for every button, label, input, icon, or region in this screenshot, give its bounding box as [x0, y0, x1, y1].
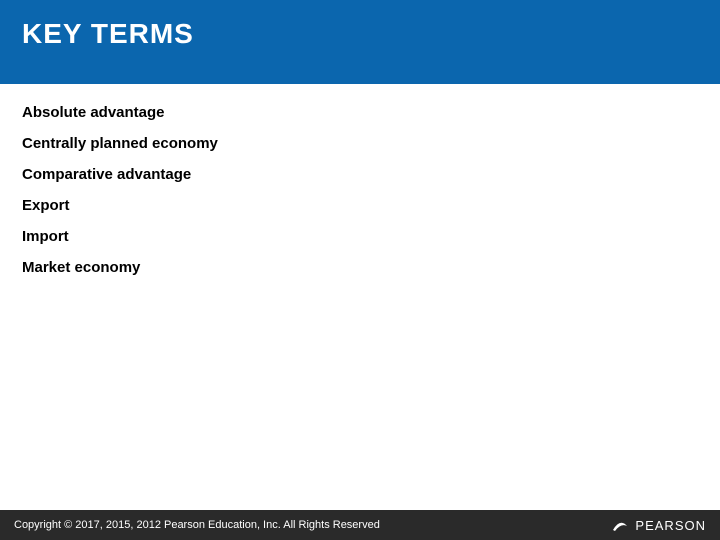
brand-text: PEARSON — [635, 518, 706, 533]
term-item: Market economy — [22, 259, 698, 276]
term-item: Export — [22, 197, 698, 214]
term-item: Comparative advantage — [22, 166, 698, 183]
brand-swoosh-icon — [611, 516, 629, 534]
copyright-text: Copyright © 2017, 2015, 2012 Pearson Edu… — [14, 519, 380, 531]
header-bar: KEY TERMS — [0, 0, 720, 84]
slide-title: KEY TERMS — [22, 18, 698, 50]
term-item: Absolute advantage — [22, 104, 698, 121]
term-item: Centrally planned economy — [22, 135, 698, 152]
slide: KEY TERMS Absolute advantage Centrally p… — [0, 0, 720, 540]
term-item: Import — [22, 228, 698, 245]
footer-bar: Copyright © 2017, 2015, 2012 Pearson Edu… — [0, 510, 720, 540]
brand-logo: PEARSON — [611, 516, 706, 534]
terms-list: Absolute advantage Centrally planned eco… — [0, 84, 720, 276]
